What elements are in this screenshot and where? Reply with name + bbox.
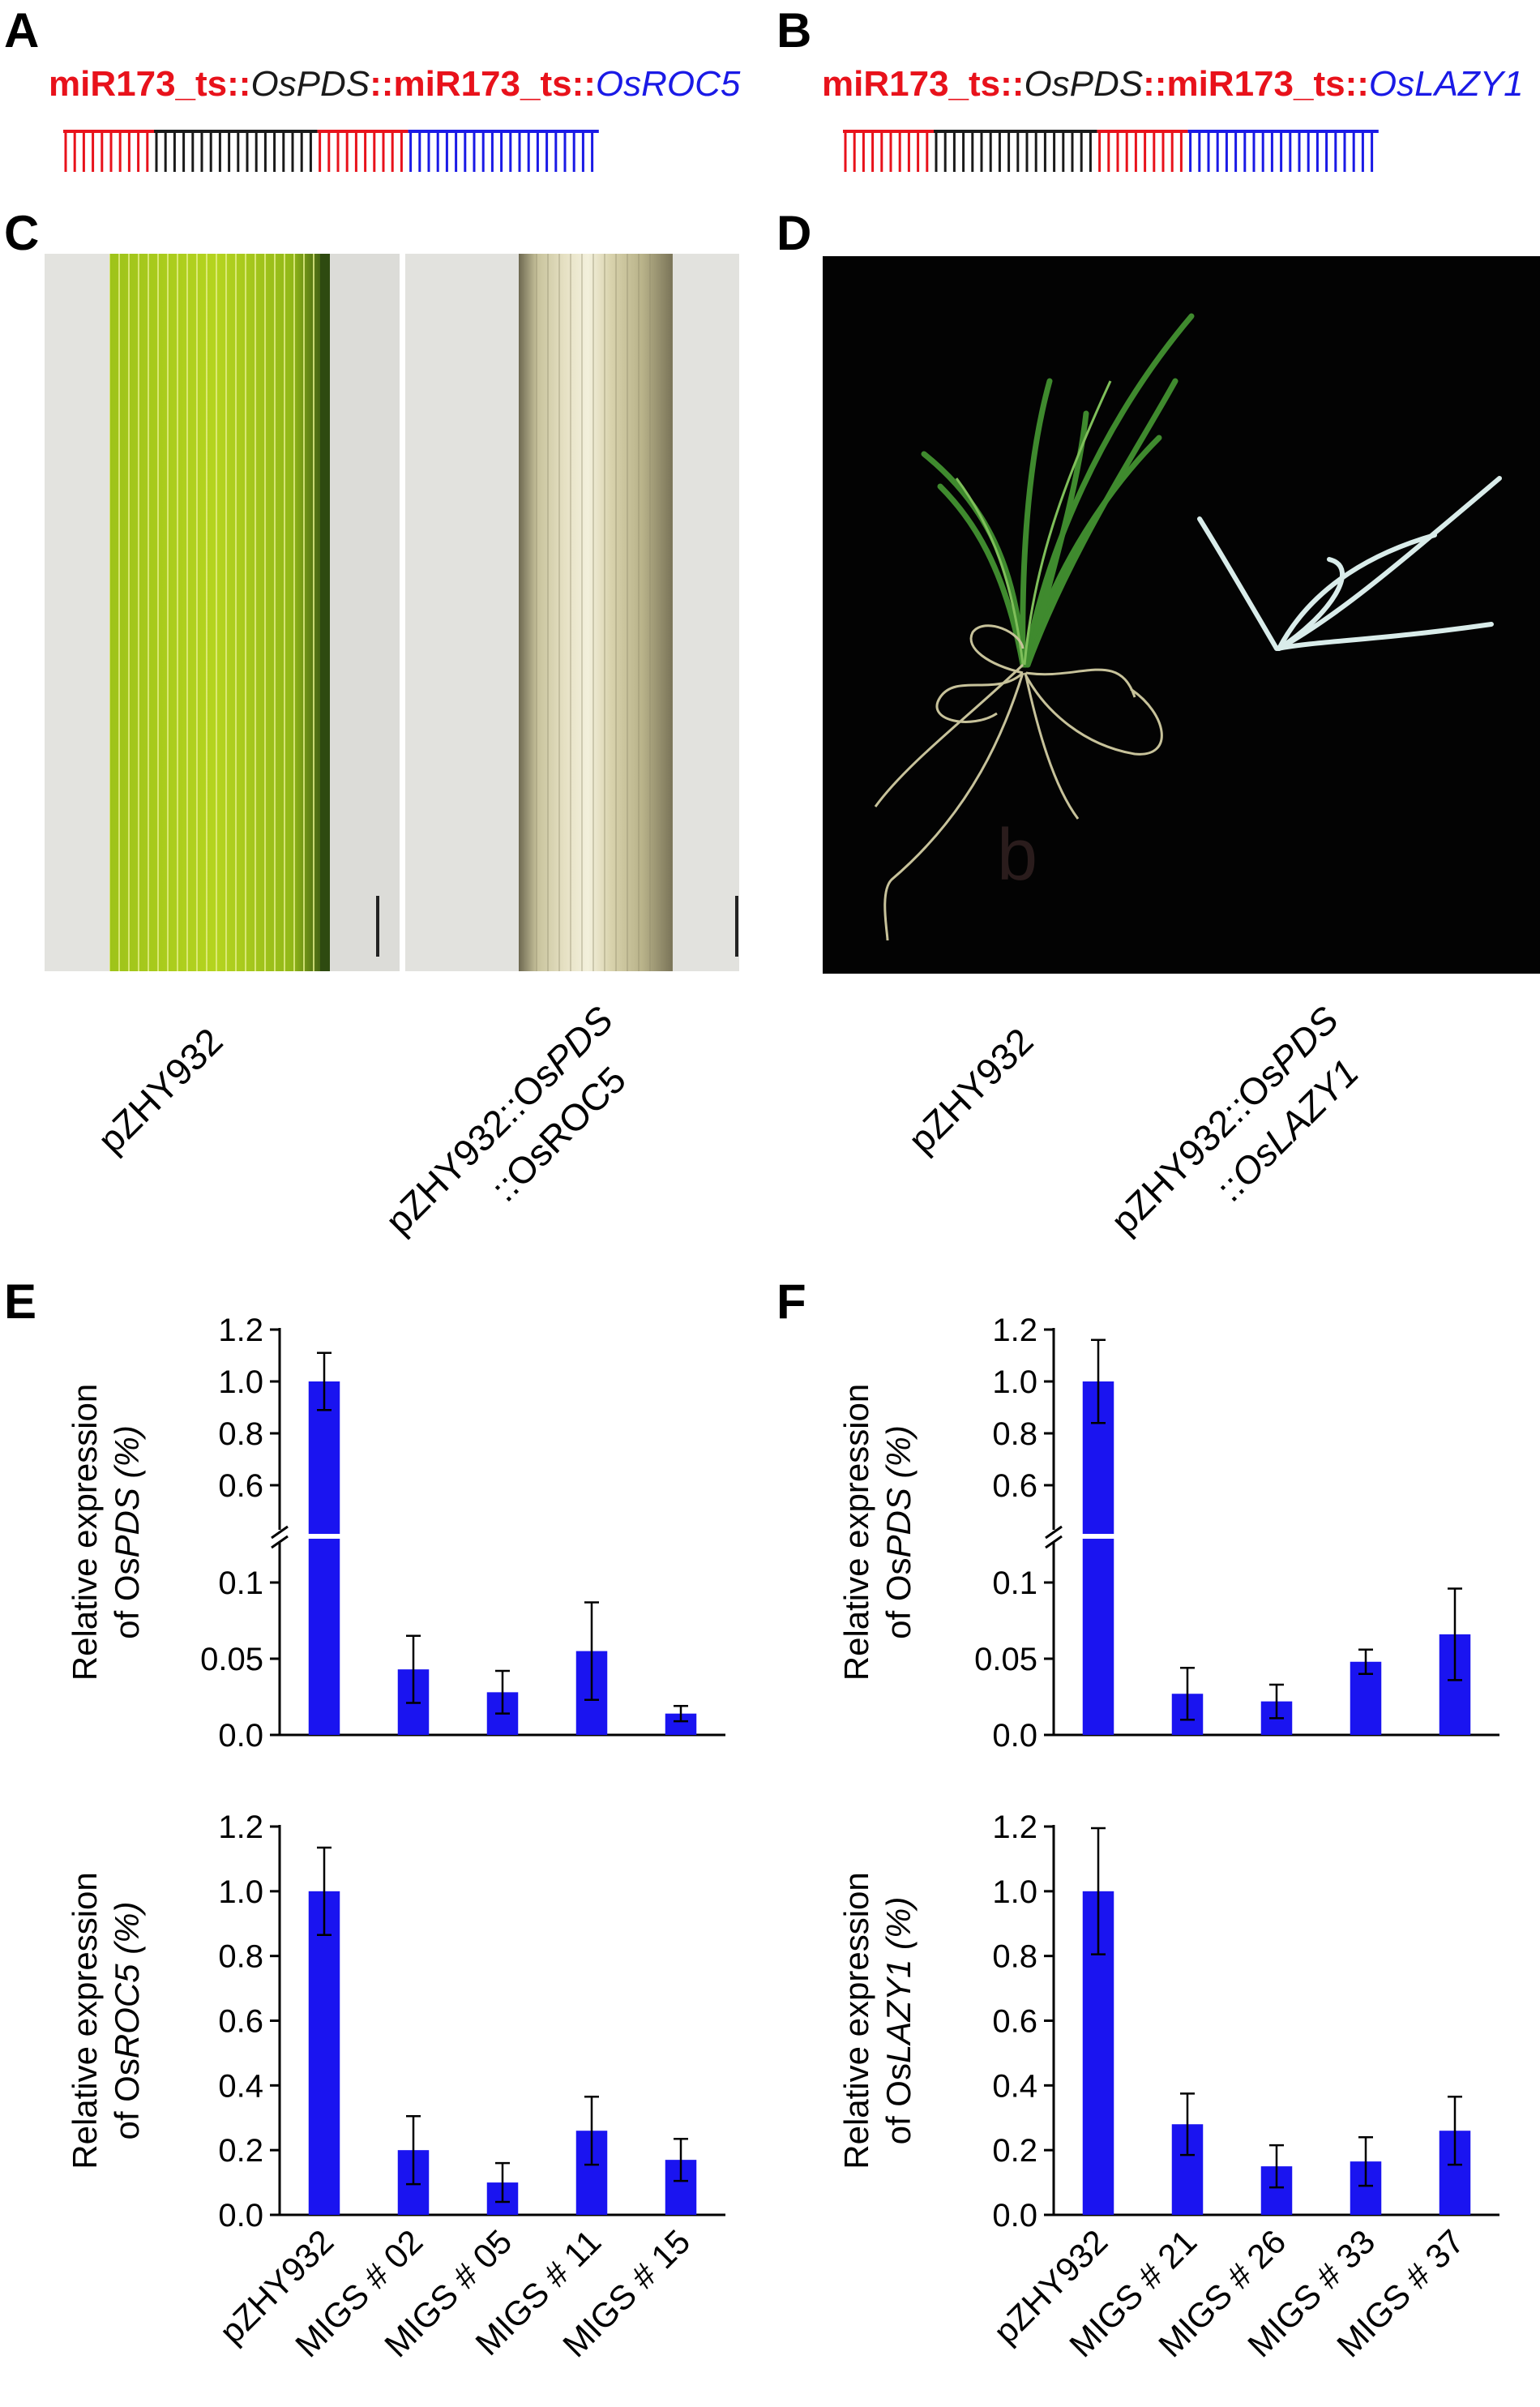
bar [1082, 1381, 1114, 1735]
y-tick-label: 0.8 [992, 1939, 1037, 1975]
bar [308, 1381, 340, 1735]
y-tick-label: 0.4 [218, 2068, 263, 2104]
chart-f-ospds: 0.0 0.05 0.1 0.6 0.8 1.0 1.2 Relative expressio… [837, 1313, 1499, 1754]
leaf-photo-pzhy932 [45, 254, 400, 971]
y-axis-label: of OsPDS (%) [108, 1425, 146, 1639]
construct-a-diagram [63, 130, 599, 172]
y-tick-label: 0.2 [218, 2133, 263, 2169]
y-tick-label: 0.1 [992, 1565, 1037, 1601]
photo-label-c1: pZHY932 [89, 1020, 230, 1161]
panel-label-b: B [776, 3, 811, 58]
construct-a-label: miR173_ts::OsPDS::miR173_ts::OsROC5 [49, 64, 741, 104]
photo-watermark: b [997, 815, 1037, 896]
axis-break-mark [271, 1525, 289, 1540]
y-tick-label: 0.0 [992, 2198, 1037, 2234]
y-tick-label: 1.2 [218, 1313, 263, 1348]
construct-b-label: miR173_ts::OsPDS::miR173_ts::OsLAZY1 [822, 64, 1524, 104]
y-tick-label: 0.0 [992, 1718, 1037, 1754]
scale-bar [735, 896, 738, 957]
panel-label-a: A [4, 3, 39, 58]
panel-label-c: C [4, 206, 39, 260]
y-tick-label: 0.0 [218, 1718, 263, 1754]
y-tick-label: 1.0 [992, 1364, 1037, 1400]
bar [308, 1891, 340, 2215]
seedling-photo: b [823, 256, 1540, 974]
y-axis-label: Relative expression [837, 1872, 875, 2169]
y-tick-label: 0.6 [218, 2004, 263, 2040]
y-tick-label: 0.1 [218, 1565, 263, 1601]
y-tick-label: 1.2 [992, 1313, 1037, 1348]
chart-e-ospds: 0.0 0.05 0.1 0.6 0.8 1.0 1.2 Relative expressio… [66, 1313, 725, 1754]
y-tick-label: 0.8 [992, 1416, 1037, 1452]
y-axis-label: Relative expression [66, 1384, 104, 1681]
bar-break-gap [1080, 1534, 1116, 1539]
scale-bar [376, 896, 379, 957]
construct-b-diagram [843, 130, 1379, 172]
panel-label-d: D [776, 206, 811, 260]
y-tick-label: 0.6 [218, 1468, 263, 1504]
y-tick-label: 1.2 [218, 1810, 263, 1845]
y-tick-label: 1.0 [992, 1874, 1037, 1910]
y-tick-label: 0.0 [218, 2198, 263, 2234]
y-tick-label: 0.6 [992, 2004, 1037, 2040]
y-tick-label: 0.05 [974, 1642, 1037, 1677]
y-tick-label: 0.2 [992, 2133, 1037, 2169]
axis-break-mark [1045, 1535, 1063, 1549]
y-tick-label: 0.4 [992, 2068, 1037, 2104]
axis-break-mark [271, 1535, 289, 1549]
y-axis-label: Relative expression [66, 1872, 104, 2169]
y-tick-label: 1.2 [992, 1810, 1037, 1845]
axis-break-mark [1045, 1525, 1063, 1540]
y-axis-label: Relative expression [837, 1384, 875, 1681]
y-axis-label: of OsLAZY1 (%) [879, 1897, 918, 2145]
bar-break-gap [306, 1534, 342, 1539]
y-tick-label: 1.0 [218, 1874, 263, 1910]
panel-label-f: F [776, 1274, 806, 1329]
y-tick-label: 0.8 [218, 1416, 263, 1452]
y-tick-label: 0.05 [200, 1642, 263, 1677]
photo-label-d1: pZHY932 [900, 1020, 1041, 1161]
panel-label-e: E [4, 1274, 36, 1329]
y-tick-label: 0.6 [992, 1468, 1037, 1504]
y-tick-label: 0.8 [218, 1939, 263, 1975]
leaf-photo-ospds-osroc5 [405, 254, 739, 971]
y-axis-label: of OsROC5 (%) [108, 1901, 146, 2139]
y-tick-label: 1.0 [218, 1364, 263, 1400]
y-axis-label: of OsPDS (%) [879, 1425, 918, 1639]
